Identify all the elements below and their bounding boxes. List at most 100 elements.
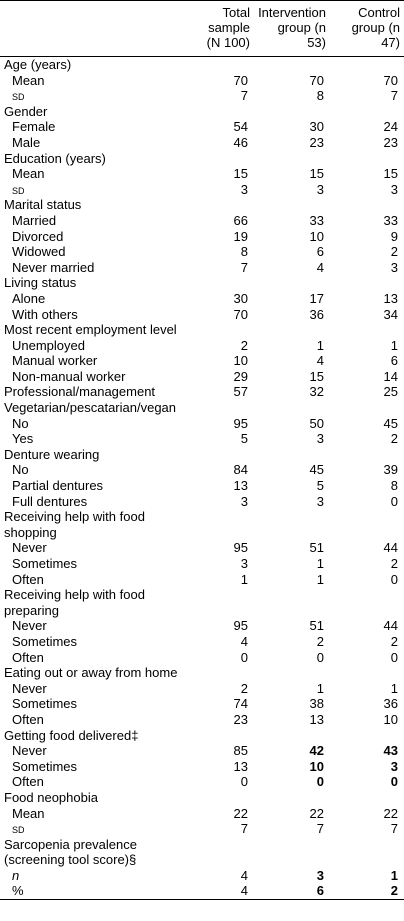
- table-row: With others 70 36 34: [0, 307, 404, 323]
- cell-value: 3: [240, 181, 248, 197]
- cell-value: 0: [390, 649, 398, 665]
- cell-value: 66: [233, 212, 248, 228]
- cell-empty: [198, 728, 254, 744]
- cell-value: 2: [390, 883, 398, 899]
- table-row: Never 2 1 1: [0, 681, 404, 697]
- table-row: Vegetarian/pescatarian/vegan: [0, 400, 404, 416]
- table-row: Sarcopenia prevalence (screening tool sc…: [0, 837, 404, 868]
- cell-value: 3: [390, 181, 398, 197]
- cell-value: 5: [316, 478, 324, 494]
- row-label: Often: [12, 649, 44, 665]
- row-label: Non-manual worker: [12, 368, 126, 384]
- section-label: Food neophobia: [4, 789, 98, 805]
- cell-value: 34: [383, 306, 398, 322]
- table-row: Sometimes 4 2 2: [0, 634, 404, 650]
- row-label: Unemployed: [12, 337, 85, 353]
- table-row: Gender: [0, 104, 404, 120]
- cell-empty: [330, 728, 404, 744]
- row-label: Female: [12, 119, 56, 135]
- table-row: Denture wearing: [0, 447, 404, 463]
- cell-value: 1: [316, 680, 324, 696]
- table-row: Mean 70 70 70: [0, 73, 404, 89]
- row-label: SD: [12, 88, 25, 104]
- cell-empty: [254, 151, 330, 167]
- table-row: Never married 7 4 3: [0, 260, 404, 276]
- cell-value: 6: [316, 883, 324, 899]
- table-row: Partial dentures 13 5 8: [0, 478, 404, 494]
- cell-value: 4: [240, 633, 248, 649]
- cell-value: 8: [316, 88, 324, 104]
- table-row: % 4 6 2: [0, 883, 404, 899]
- cell-empty: [330, 837, 404, 868]
- table-row: Often 0 0 0: [0, 650, 404, 666]
- cell-empty: [254, 587, 330, 618]
- cell-value: 95: [233, 540, 248, 556]
- cell-value: 10: [383, 711, 398, 727]
- cell-value: 0: [240, 649, 248, 665]
- cell-empty: [330, 151, 404, 167]
- row-label: Sometimes: [12, 696, 78, 712]
- cell-value: 1: [316, 556, 324, 571]
- row-label: Never: [12, 680, 47, 696]
- cell-value: 57: [233, 384, 248, 400]
- cell-empty: [330, 104, 404, 120]
- table-body: Age (years) Mean 70 70 70 SD 7 8 7 Gender Female 54…: [0, 57, 404, 900]
- cell-empty: [330, 275, 404, 291]
- cell-value: 33: [383, 212, 398, 228]
- row-label: Widowed: [12, 244, 66, 260]
- cell-value: 3: [316, 493, 324, 509]
- cell-value: 70: [383, 72, 398, 88]
- section-label: Receiving help with food preparing: [4, 587, 145, 618]
- cell-value: 13: [309, 711, 324, 727]
- table-row: Marital status: [0, 197, 404, 213]
- cell-value: 3: [240, 556, 248, 571]
- row-label: Divorced: [12, 228, 64, 244]
- table-row: SD 3 3 3: [0, 182, 404, 198]
- table-row: No 84 45 39: [0, 462, 404, 478]
- cell-value: 3: [316, 431, 324, 447]
- row-label: Sometimes: [12, 633, 78, 649]
- header-row: Total sample (N 100) Intervention group …: [0, 0, 404, 57]
- cell-empty: [198, 665, 254, 681]
- row-label: Never married: [12, 259, 95, 275]
- cell-value: 22: [309, 805, 324, 821]
- table-row: Female 54 30 24: [0, 119, 404, 135]
- cell-value: 15: [309, 368, 324, 384]
- cell-value: 84: [233, 462, 248, 478]
- cell-empty: [198, 57, 254, 73]
- table-row: Married 66 33 33: [0, 213, 404, 229]
- section-label: Marital status: [4, 197, 82, 213]
- cell-value: 23: [233, 711, 248, 727]
- table-row: Full dentures 3 3 0: [0, 494, 404, 510]
- cell-value: 23: [309, 134, 324, 150]
- cell-empty: [198, 509, 254, 540]
- cell-value: 45: [309, 462, 324, 478]
- cell-value: 0: [240, 774, 248, 790]
- row-label: Alone: [12, 290, 46, 306]
- row-label: With others: [12, 306, 78, 322]
- cell-value: 0: [390, 774, 398, 790]
- section-label: Eating out or away from home: [4, 665, 178, 681]
- cell-empty: [254, 104, 330, 120]
- row-label: Mean: [12, 805, 45, 821]
- row-label: SD: [12, 821, 25, 837]
- table-row: Male 46 23 23: [0, 135, 404, 151]
- table-row: Yes 5 3 2: [0, 431, 404, 447]
- cell-value: 3: [240, 493, 248, 509]
- table-row: Never 85 42 43: [0, 743, 404, 759]
- data-table: Total sample (N 100) Intervention group …: [0, 0, 404, 901]
- cell-value: 4: [316, 353, 324, 369]
- cell-value: 36: [309, 306, 324, 322]
- cell-value: 8: [240, 244, 248, 260]
- cell-value: 10: [309, 758, 324, 774]
- table-header: Total sample (N 100) Intervention group …: [0, 0, 404, 57]
- cell-value: 23: [383, 134, 398, 150]
- cell-value: 74: [233, 696, 248, 712]
- row-label: Sometimes: [12, 758, 78, 774]
- row-label: Never: [12, 618, 47, 634]
- cell-value: 45: [383, 415, 398, 431]
- cell-value: 22: [233, 805, 248, 821]
- table-row: Widowed 8 6 2: [0, 244, 404, 260]
- cell-value: 17: [309, 290, 324, 306]
- cell-empty: [254, 837, 330, 868]
